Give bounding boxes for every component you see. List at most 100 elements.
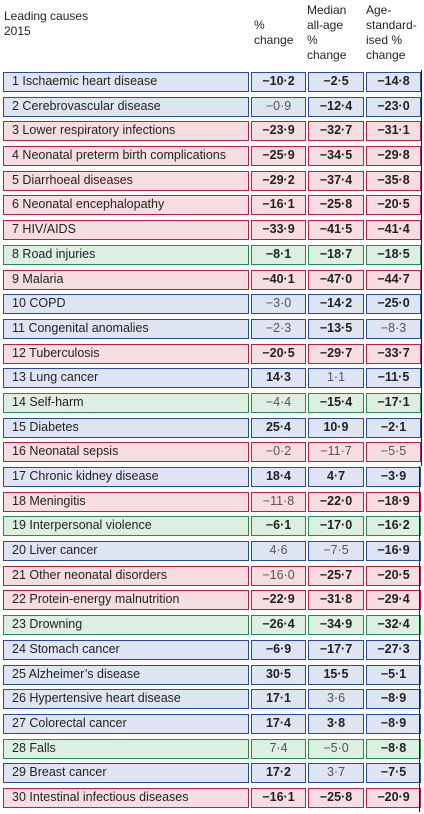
pct-change-cell: −33·9 bbox=[251, 220, 306, 241]
header-age-line2: standard- bbox=[366, 18, 417, 32]
age-std-change-cell: −41·4 bbox=[366, 220, 421, 241]
age-std-change-cell: −29·4 bbox=[366, 590, 421, 611]
median-change-cell: −37·4 bbox=[308, 170, 364, 191]
cause-cell: 22 Protein-energy malnutrition bbox=[3, 590, 249, 611]
age-std-change-cell: −11·5 bbox=[366, 368, 421, 389]
pct-change-cell: −8·1 bbox=[251, 244, 306, 265]
median-change-cell: −5·0 bbox=[308, 738, 364, 759]
table-row: 24 Stomach cancer −6·9 −17·7 −27·3 bbox=[0, 638, 424, 663]
pct-change-cell: −6·9 bbox=[251, 639, 306, 660]
median-change-cell: −18·7 bbox=[308, 244, 364, 265]
table-row: 28 Falls 7·4 −5·0 −8·8 bbox=[0, 737, 424, 762]
age-std-change-cell: −16·2 bbox=[366, 516, 421, 537]
header-pct-change: % change bbox=[254, 3, 308, 48]
table-row: 22 Protein-energy malnutrition −22·9 −31·8… bbox=[0, 588, 424, 613]
cause-cell: 26 Hypertensive heart disease bbox=[3, 689, 249, 710]
age-std-change-cell: −18·5 bbox=[366, 244, 421, 265]
table-row: 16 Neonatal sepsis −0·2 −11·7 −5·5 bbox=[0, 440, 424, 465]
cause-cell: 21 Other neonatal disorders bbox=[3, 565, 249, 586]
pct-change-cell: −22·9 bbox=[251, 590, 306, 611]
median-change-cell: −31·8 bbox=[308, 590, 364, 611]
pct-change-cell: 25·4 bbox=[251, 417, 306, 438]
pct-change-cell: −2·3 bbox=[251, 318, 306, 339]
table-row: 8 Road injuries −8·1 −18·7 −18·5 bbox=[0, 243, 424, 268]
pct-change-cell: −0·9 bbox=[251, 96, 306, 117]
pct-change-cell: −6·1 bbox=[251, 516, 306, 537]
table-row: 5 Diarrhoeal diseases −29·2 −37·4 −35·8 bbox=[0, 169, 424, 194]
cause-cell: 17 Chronic kidney disease bbox=[3, 467, 249, 487]
table-row: 7 HIV/AIDS −33·9 −41·5 −41·4 bbox=[0, 218, 424, 243]
table-row: 6 Neonatal encephalopathy −16·1 −25·8 −20·5 bbox=[0, 193, 424, 218]
pct-change-cell: −0·2 bbox=[251, 442, 306, 463]
header-age-line1: Age- bbox=[366, 3, 392, 17]
cause-cell: 23 Drowning bbox=[3, 615, 249, 636]
table-row: 14 Self-harm −4·4 −15·4 −17·1 bbox=[0, 391, 424, 416]
cause-cell: 16 Neonatal sepsis bbox=[3, 442, 249, 463]
age-std-change-cell: −8·9 bbox=[366, 689, 421, 710]
cause-cell: 2 Cerebrovascular disease bbox=[3, 96, 249, 117]
pct-change-cell: −40·1 bbox=[251, 269, 306, 290]
pct-change-cell: −11·8 bbox=[251, 491, 306, 512]
age-std-change-cell: −31·1 bbox=[366, 121, 421, 142]
median-change-cell: −34·9 bbox=[308, 615, 364, 636]
age-std-change-cell: −35·8 bbox=[366, 170, 421, 191]
age-std-change-cell: −5·5 bbox=[366, 442, 421, 463]
cause-cell: 29 Breast cancer bbox=[3, 763, 249, 784]
age-std-change-cell: −27·3 bbox=[366, 639, 421, 660]
pct-change-cell: −29·2 bbox=[251, 170, 306, 191]
median-change-cell: −34·5 bbox=[308, 146, 364, 167]
cause-cell: 6 Neonatal encephalopathy bbox=[3, 195, 249, 216]
age-std-change-cell: −2·1 bbox=[366, 417, 421, 438]
age-std-change-cell: −33·7 bbox=[366, 343, 421, 364]
pct-change-cell: 18·4 bbox=[251, 467, 306, 487]
table-row: 20 Liver cancer 4·6 −7·5 −16·9 bbox=[0, 539, 424, 564]
table-row: 13 Lung cancer 14·3 1·1 −11·5 bbox=[0, 366, 424, 391]
age-std-change-cell: −23·0 bbox=[366, 96, 421, 117]
pct-change-cell: −26·4 bbox=[251, 615, 306, 636]
age-std-change-cell: −20·5 bbox=[366, 565, 421, 586]
median-change-cell: 3·8 bbox=[308, 713, 364, 734]
median-change-cell: 1·1 bbox=[308, 368, 364, 389]
age-std-change-cell: −16·9 bbox=[366, 541, 421, 562]
median-change-cell: −12·4 bbox=[308, 96, 364, 117]
pct-change-cell: 14·3 bbox=[251, 368, 306, 389]
table-row: 29 Breast cancer 17·2 3·7 −7·5 bbox=[0, 761, 424, 786]
table-row: 23 Drowning −26·4 −34·9 −32·4 bbox=[0, 613, 424, 638]
table-row: 11 Congenital anomalies −2·3 −13·5 −8·3 bbox=[0, 317, 424, 342]
age-std-change-cell: −14·8 bbox=[366, 72, 421, 92]
median-change-cell: 15·5 bbox=[308, 664, 364, 685]
cause-cell: 14 Self-harm bbox=[3, 392, 249, 413]
median-change-cell: 4·7 bbox=[308, 467, 364, 487]
header-pct-line1: % bbox=[254, 18, 265, 32]
age-std-change-cell: −17·1 bbox=[366, 392, 421, 413]
pct-change-cell: 30·5 bbox=[251, 664, 306, 685]
table-row: 19 Interpersonal violence −6·1 −17·0 −16·2 bbox=[0, 514, 424, 539]
median-change-cell: −13·5 bbox=[308, 318, 364, 339]
cause-cell: 15 Diabetes bbox=[3, 417, 249, 438]
pct-change-cell: −16·1 bbox=[251, 195, 306, 216]
median-change-cell: −47·0 bbox=[308, 269, 364, 290]
pct-change-cell: −4·4 bbox=[251, 392, 306, 413]
table-row: 15 Diabetes 25·4 10·9 −2·1 bbox=[0, 416, 424, 441]
pct-change-cell: 7·4 bbox=[251, 738, 306, 759]
age-std-change-cell: −20·9 bbox=[366, 787, 421, 808]
table-right-border-bottom bbox=[419, 466, 420, 812]
header-median-line2: all-age bbox=[307, 18, 344, 32]
median-change-cell: 3·7 bbox=[308, 763, 364, 784]
cause-cell: 13 Lung cancer bbox=[3, 368, 249, 389]
cause-cell: 7 HIV/AIDS bbox=[3, 220, 249, 241]
header-cause-line1: Leading causes bbox=[4, 9, 89, 23]
age-std-change-cell: −3·9 bbox=[366, 467, 421, 487]
median-change-cell: −29·7 bbox=[308, 343, 364, 364]
median-change-cell: −25·8 bbox=[308, 787, 364, 808]
header-median-line1: Median bbox=[307, 3, 347, 17]
cause-cell: 10 COPD bbox=[3, 294, 249, 315]
pct-change-cell: 4·6 bbox=[251, 541, 306, 562]
table-row: 21 Other neonatal disorders −16·0 −25·7 −20… bbox=[0, 564, 424, 589]
header-median-line4: change bbox=[307, 48, 347, 62]
header-median-line3: % bbox=[307, 33, 318, 47]
table-row: 25 Alzheimer’s disease 30·5 15·5 −5·1 bbox=[0, 663, 424, 688]
age-std-change-cell: −8·3 bbox=[366, 318, 421, 339]
median-change-cell: −17·7 bbox=[308, 639, 364, 660]
age-std-change-cell: −18·9 bbox=[366, 491, 421, 512]
